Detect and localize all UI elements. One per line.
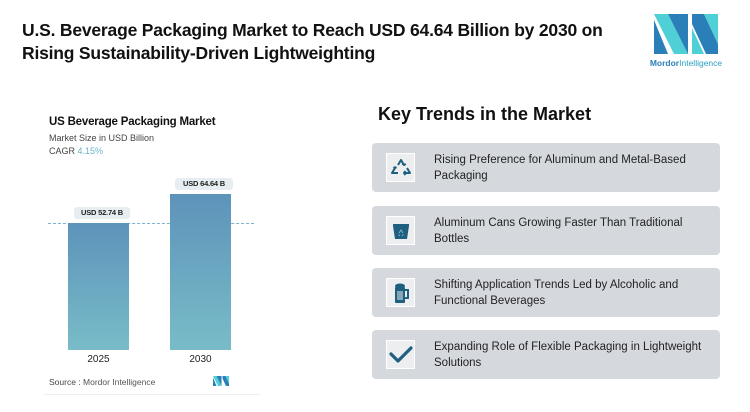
recycle-bin-icon — [386, 216, 415, 245]
logo-wordmark: MordorIntelligence — [646, 58, 726, 68]
mordor-intelligence-logo: MordorIntelligence — [646, 14, 726, 70]
trend-text: Rising Preference for Aluminum and Metal… — [434, 154, 686, 182]
plot-area: USD 52.74 B 2025 USD 64.64 B 2030 — [36, 104, 268, 394]
chart-subtitle: Market Size in USD Billion — [49, 133, 155, 143]
market-size-chart: US Beverage Packaging Market Market Size… — [36, 104, 268, 395]
beer-mug-icon — [386, 278, 415, 307]
chart-title: US Beverage Packaging Market — [49, 116, 216, 128]
checkmark-icon — [386, 340, 415, 369]
logo-word-intelligence: Intelligence — [679, 58, 723, 68]
chart-source: Source : Mordor Intelligence — [49, 377, 155, 387]
bar-label-2030: USD 64.64 B — [175, 178, 233, 190]
recycle-icon — [386, 153, 415, 182]
source-value: Mordor Intelligence — [83, 377, 156, 387]
mordor-logo-icon — [654, 14, 718, 54]
trend-text: Aluminum Cans Growing Faster Than Tradit… — [434, 217, 683, 245]
trend-item: Expanding Role of Flexible Packaging in … — [372, 330, 720, 379]
headline: U.S. Beverage Packaging Market to Reach … — [22, 20, 603, 63]
bar-label-2025: USD 52.74 B — [74, 207, 130, 219]
bar-2030 — [170, 194, 231, 350]
x-tick-2025: 2025 — [87, 354, 110, 365]
trends-title: Key Trends in the Market — [378, 104, 592, 124]
trend-text: Shifting Application Trends Led by Alcoh… — [434, 279, 679, 307]
footer-divider — [44, 394, 260, 395]
trend-item: Rising Preference for Aluminum and Metal… — [372, 143, 720, 192]
chart-cagr: CAGR 4.15% — [49, 146, 103, 156]
logo-word-mordor: Mordor — [649, 58, 680, 68]
trend-item: Aluminum Cans Growing Faster Than Tradit… — [372, 206, 720, 255]
bar-2025 — [68, 223, 129, 350]
x-tick-2030: 2030 — [189, 354, 212, 365]
mini-logo-icon — [213, 376, 229, 386]
reference-dashed-line — [48, 223, 254, 224]
cagr-value: 4.15% — [77, 146, 104, 156]
trend-item: Shifting Application Trends Led by Alcoh… — [372, 268, 720, 317]
source-label: Source : — [49, 377, 81, 387]
cagr-label: CAGR — [49, 146, 76, 156]
trend-text: Expanding Role of Flexible Packaging in … — [434, 341, 702, 369]
